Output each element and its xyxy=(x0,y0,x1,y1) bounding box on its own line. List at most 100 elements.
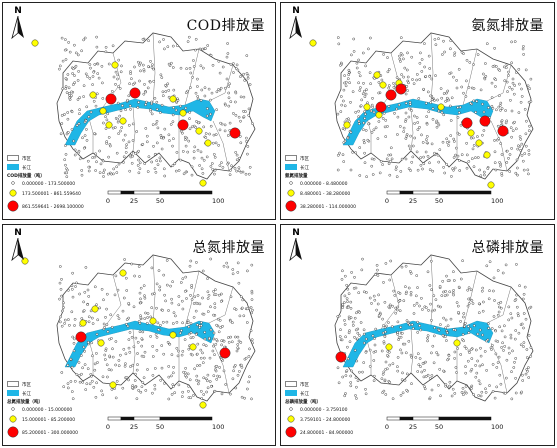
point-small xyxy=(108,354,111,358)
point-small xyxy=(479,88,483,92)
point-small xyxy=(177,383,181,387)
point-medium xyxy=(99,107,107,115)
scale-tick-label: 25 xyxy=(130,423,138,431)
point-small xyxy=(486,167,490,170)
point-small xyxy=(524,68,528,72)
point-small xyxy=(494,168,498,172)
point-small xyxy=(146,316,149,319)
point-large xyxy=(335,351,347,363)
point-small xyxy=(470,299,474,302)
point-small xyxy=(205,390,208,394)
point-small xyxy=(409,169,412,172)
point-small xyxy=(194,48,197,52)
point-small xyxy=(422,155,425,159)
point-small xyxy=(131,83,135,86)
district-boundary xyxy=(410,106,414,152)
point-small xyxy=(357,71,361,74)
point-small xyxy=(62,306,65,309)
point-small xyxy=(456,304,460,308)
point-small xyxy=(251,122,254,125)
point-small xyxy=(348,329,351,333)
point-small xyxy=(251,341,254,345)
point-small xyxy=(353,316,357,320)
point-small xyxy=(245,140,248,143)
point-small xyxy=(407,167,411,171)
point-small xyxy=(424,375,428,378)
point-small xyxy=(200,397,204,400)
point-small xyxy=(355,385,358,389)
point-small xyxy=(388,380,392,384)
point-small xyxy=(92,99,96,103)
point-small xyxy=(425,141,429,145)
point-small xyxy=(488,289,491,293)
point-medium xyxy=(199,179,207,187)
point-small xyxy=(172,365,175,369)
point-small xyxy=(364,337,368,341)
point-small xyxy=(428,75,431,78)
point-small xyxy=(420,133,423,137)
point-small xyxy=(215,90,219,94)
point-small xyxy=(430,309,434,313)
point-small xyxy=(127,338,131,341)
legend-class-2-label: 3.759101 - 24.800000 xyxy=(300,417,351,423)
point-small xyxy=(447,144,450,147)
point-small xyxy=(453,54,456,57)
point-small xyxy=(76,151,80,155)
point-small xyxy=(396,133,399,136)
point-small xyxy=(452,293,455,297)
point-small xyxy=(510,370,513,374)
point-small xyxy=(405,319,409,322)
point-small xyxy=(423,387,427,391)
point-small xyxy=(236,261,240,265)
point-small xyxy=(509,333,513,337)
point-small xyxy=(69,357,73,361)
point-small xyxy=(204,132,208,135)
point-small xyxy=(159,136,163,140)
point-small xyxy=(215,338,218,341)
point-small xyxy=(463,390,467,394)
point-small xyxy=(145,134,149,138)
point-small xyxy=(103,353,107,357)
point-large xyxy=(497,125,509,137)
point-small xyxy=(369,82,372,86)
point-small xyxy=(407,339,411,343)
point-medium xyxy=(379,81,387,89)
point-small xyxy=(409,134,412,138)
point-small xyxy=(80,317,84,320)
point-small xyxy=(73,337,76,341)
point-small xyxy=(103,358,107,361)
point-small xyxy=(349,168,353,172)
point-small xyxy=(369,109,373,113)
point-small xyxy=(487,106,490,109)
point-small xyxy=(449,47,452,51)
point-small xyxy=(185,67,188,71)
point-small xyxy=(416,320,420,324)
point-small xyxy=(146,86,150,90)
point-small xyxy=(416,286,419,289)
point-small xyxy=(248,83,252,86)
point-small xyxy=(220,357,223,361)
point-small xyxy=(444,326,448,330)
legend-class-1-label: 0.000000 - 15.000000 xyxy=(22,407,73,413)
point-small xyxy=(146,312,150,315)
point-small xyxy=(64,144,67,147)
point-small xyxy=(129,107,132,111)
point-small xyxy=(100,287,104,291)
point-small xyxy=(388,278,392,282)
point-small xyxy=(196,382,200,386)
point-small xyxy=(481,309,485,313)
point-small xyxy=(372,359,376,362)
point-small xyxy=(87,295,91,298)
point-medium xyxy=(375,111,383,119)
point-small xyxy=(207,87,211,91)
point-small xyxy=(84,119,88,123)
point-small xyxy=(393,111,396,115)
point-small xyxy=(198,302,202,306)
point-small xyxy=(369,36,372,40)
legend-river-swatch xyxy=(285,164,297,173)
point-small xyxy=(184,138,187,141)
point-small xyxy=(382,389,386,393)
map-title: 总磷排放量 xyxy=(471,240,544,256)
point-small xyxy=(449,119,453,122)
point-small xyxy=(356,379,360,383)
